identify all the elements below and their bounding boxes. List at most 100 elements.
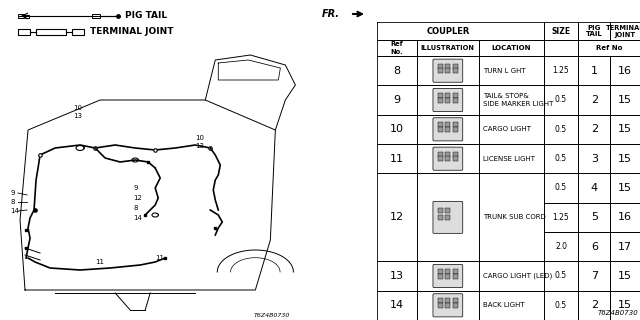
Text: 5: 5: [591, 212, 598, 222]
Text: 11: 11: [95, 259, 104, 265]
Text: 2: 2: [591, 95, 598, 105]
FancyBboxPatch shape: [433, 147, 463, 170]
Bar: [25, 14, 29, 18]
Text: 16: 16: [618, 66, 632, 76]
Bar: [453, 122, 458, 127]
Text: CARGO LIGHT (LED): CARGO LIGHT (LED): [483, 273, 552, 279]
Text: 14: 14: [10, 208, 19, 214]
Bar: [438, 269, 442, 274]
Bar: [445, 269, 451, 274]
Text: 3: 3: [591, 154, 598, 164]
Bar: [445, 156, 451, 161]
Text: TURN L GHT: TURN L GHT: [483, 68, 525, 74]
Bar: [18, 14, 24, 18]
Text: 11: 11: [155, 255, 164, 261]
Bar: [445, 298, 451, 303]
Bar: [92, 14, 100, 18]
Text: SIZE: SIZE: [552, 27, 571, 36]
Text: LOCATION: LOCATION: [492, 45, 531, 51]
Text: 16: 16: [618, 212, 632, 222]
Text: 15: 15: [618, 95, 632, 105]
Bar: [438, 64, 442, 68]
FancyBboxPatch shape: [433, 201, 463, 233]
Bar: [445, 152, 451, 156]
Text: TRUNK SUB CORD: TRUNK SUB CORD: [483, 214, 546, 220]
Text: 8: 8: [393, 66, 400, 76]
Text: 0.5: 0.5: [555, 271, 567, 281]
Text: PIG TAIL: PIG TAIL: [125, 12, 167, 20]
Text: 9: 9: [133, 185, 138, 191]
Text: 9: 9: [393, 95, 400, 105]
Bar: [445, 208, 451, 213]
Text: 6: 6: [591, 242, 598, 252]
Text: 0.5: 0.5: [555, 154, 567, 163]
Bar: [438, 98, 442, 102]
Bar: [453, 127, 458, 132]
Bar: [445, 93, 451, 98]
Bar: [445, 274, 451, 278]
Bar: [438, 303, 442, 308]
Text: 2: 2: [591, 300, 598, 310]
Text: 0.5: 0.5: [555, 301, 567, 310]
Bar: [445, 303, 451, 308]
Bar: [453, 68, 458, 73]
Text: PIG
TAIL: PIG TAIL: [586, 25, 603, 37]
Text: 15: 15: [618, 124, 632, 134]
Bar: [445, 64, 451, 68]
Text: COUPLER: COUPLER: [426, 27, 470, 36]
FancyBboxPatch shape: [433, 118, 463, 141]
Text: 7: 7: [591, 271, 598, 281]
Text: 10: 10: [195, 135, 204, 141]
Text: 15: 15: [618, 154, 632, 164]
Bar: [453, 298, 458, 303]
Text: 13: 13: [73, 113, 82, 119]
Text: 14: 14: [390, 300, 404, 310]
Text: 13: 13: [195, 143, 204, 149]
FancyBboxPatch shape: [433, 59, 463, 82]
Text: TERMINAL
JOINT: TERMINAL JOINT: [606, 25, 640, 37]
Bar: [438, 68, 442, 73]
Bar: [453, 303, 458, 308]
Text: 11: 11: [390, 154, 404, 164]
Bar: [453, 269, 458, 274]
Bar: [438, 93, 442, 98]
FancyBboxPatch shape: [433, 294, 463, 317]
Bar: [438, 298, 442, 303]
Text: 10: 10: [73, 105, 82, 111]
Text: FR.: FR.: [323, 9, 340, 19]
Bar: [18, 29, 30, 35]
Text: 2: 2: [591, 124, 598, 134]
Text: TAIL& STOP&
SIDE MARKER LIGHT: TAIL& STOP& SIDE MARKER LIGHT: [483, 93, 554, 107]
Text: CARGO LIGHT: CARGO LIGHT: [483, 126, 531, 132]
Text: ILLUSTRATION: ILLUSTRATION: [421, 45, 475, 51]
Bar: [453, 152, 458, 156]
Bar: [438, 152, 442, 156]
Text: 14: 14: [133, 215, 142, 221]
Bar: [438, 208, 442, 213]
Text: 8: 8: [10, 199, 15, 205]
Text: 4: 4: [591, 183, 598, 193]
Text: LICENSE LIGHT: LICENSE LIGHT: [483, 156, 535, 162]
Bar: [445, 98, 451, 102]
Text: 0.5: 0.5: [555, 95, 567, 105]
Bar: [72, 29, 84, 35]
Text: 8: 8: [133, 205, 138, 211]
Bar: [453, 93, 458, 98]
Bar: [453, 98, 458, 102]
Text: 17: 17: [618, 242, 632, 252]
FancyBboxPatch shape: [433, 88, 463, 112]
Bar: [438, 127, 442, 132]
Text: 15: 15: [618, 183, 632, 193]
Text: 10: 10: [390, 124, 404, 134]
Text: BACK LIGHT: BACK LIGHT: [483, 302, 525, 308]
FancyBboxPatch shape: [433, 264, 463, 288]
Bar: [445, 68, 451, 73]
Text: 9: 9: [10, 190, 15, 196]
Text: 13: 13: [390, 271, 404, 281]
Bar: [438, 215, 442, 220]
Text: 1.25: 1.25: [553, 213, 570, 222]
Text: Ref No: Ref No: [596, 45, 623, 51]
Bar: [445, 122, 451, 127]
Bar: [445, 127, 451, 132]
Text: 15: 15: [618, 271, 632, 281]
